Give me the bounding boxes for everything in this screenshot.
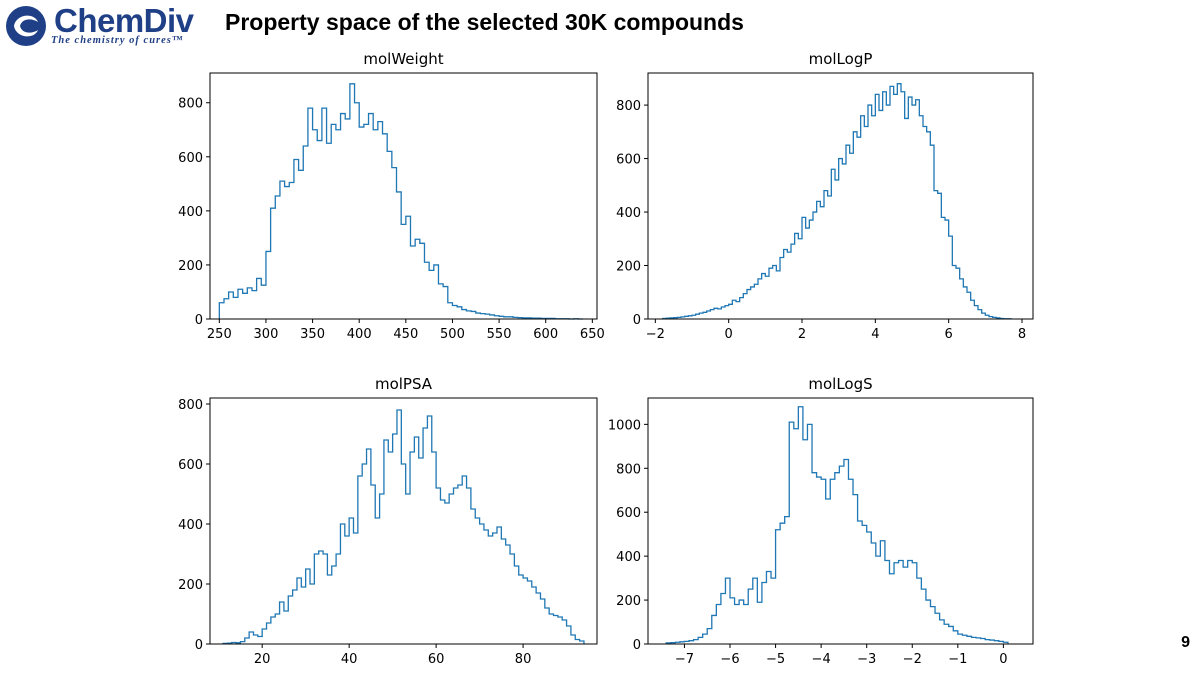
logo-tagline: The chemistry of cures™: [51, 35, 184, 46]
chemdiv-swirl-icon: [6, 6, 46, 46]
x-tick-label: 0: [725, 327, 733, 342]
plot-frame: [209, 397, 598, 645]
y-tick-label: 200: [616, 594, 641, 609]
chart-title: molLogS: [808, 375, 872, 393]
y-tick-label: 400: [178, 205, 203, 220]
x-tick-label: 40: [341, 652, 358, 667]
x-tick-label: −7: [675, 652, 694, 667]
y-tick-label: 200: [616, 260, 641, 275]
x-tick-label: 600: [533, 327, 558, 342]
y-tick-label: 600: [178, 151, 203, 166]
x-tick-label: 80: [515, 652, 532, 667]
x-tick-label: 60: [428, 652, 445, 667]
x-tick-label: 0: [999, 652, 1007, 667]
x-tick-label: 20: [254, 652, 271, 667]
x-tick-label: 400: [347, 327, 372, 342]
y-tick-label: 0: [195, 638, 203, 653]
y-tick-label: 800: [178, 398, 203, 413]
x-tick-label: −4: [812, 652, 831, 667]
x-tick-label: −3: [857, 652, 876, 667]
histogram-mollogp: molLogP −2 0 2 4 6 8 0 200 400 600 800: [616, 50, 1034, 342]
x-tick-label: −1: [948, 652, 967, 667]
page-number: 9: [1181, 634, 1190, 651]
x-tick-label: 4: [871, 327, 879, 342]
histogram-step-line: [222, 409, 585, 645]
y-tick-label: 600: [616, 153, 641, 168]
x-tick-label: −2: [903, 652, 922, 667]
y-tick-label: 400: [616, 550, 641, 565]
x-tick-label: 500: [440, 327, 465, 342]
x-tick-label: 6: [945, 327, 953, 342]
x-tick-label: 250: [207, 327, 232, 342]
y-tick-label: 200: [178, 259, 203, 274]
x-tick-label: 2: [798, 327, 806, 342]
y-tick-label: 0: [195, 313, 203, 328]
chart-title: molPSA: [375, 375, 433, 393]
x-tick-label: 450: [393, 327, 418, 342]
histogram-step-line: [665, 406, 1009, 644]
histogram-step-line: [662, 83, 1012, 320]
plot-frame: [647, 397, 1034, 645]
y-tick-label: 0: [633, 638, 641, 653]
chemdiv-logo: ChemDiv The chemistry of cures™: [4, 2, 214, 48]
histogram-step-line: [218, 83, 584, 320]
y-tick-label: 200: [178, 578, 203, 593]
histogram-mollogs: molLogS −7 −6 −5 −4 −3 −2 −1 0 0 200 400 600 800 1000: [608, 375, 1034, 667]
x-tick-label: −2: [646, 327, 665, 342]
y-tick-label: 400: [616, 206, 641, 221]
x-tick-label: 550: [487, 327, 512, 342]
y-tick-label: 800: [616, 99, 641, 114]
plot-frame: [647, 72, 1034, 320]
x-tick-label: 300: [254, 327, 279, 342]
y-tick-label: 600: [178, 458, 203, 473]
histogram-molweight: molWeight 250 300 350 400 450 500 550 600 650 0 200…: [178, 50, 605, 342]
x-tick-label: −5: [766, 652, 785, 667]
y-tick-label: 400: [178, 518, 203, 533]
chart-title: molLogP: [809, 50, 873, 68]
y-tick-label: 800: [178, 97, 203, 112]
y-tick-label: 600: [616, 506, 641, 521]
x-tick-label: 350: [300, 327, 325, 342]
y-tick-label: 0: [633, 313, 641, 328]
chart-title: molWeight: [363, 50, 443, 68]
x-tick-label: 650: [580, 327, 605, 342]
y-tick-label: 800: [616, 462, 641, 477]
x-tick-label: −6: [720, 652, 739, 667]
y-tick-label: 1000: [608, 418, 641, 433]
logo-text: ChemDiv: [54, 2, 194, 39]
plot-frame: [209, 72, 598, 320]
slide-title: Property space of the selected 30K compo…: [225, 9, 744, 35]
x-tick-label: 8: [1018, 327, 1026, 342]
